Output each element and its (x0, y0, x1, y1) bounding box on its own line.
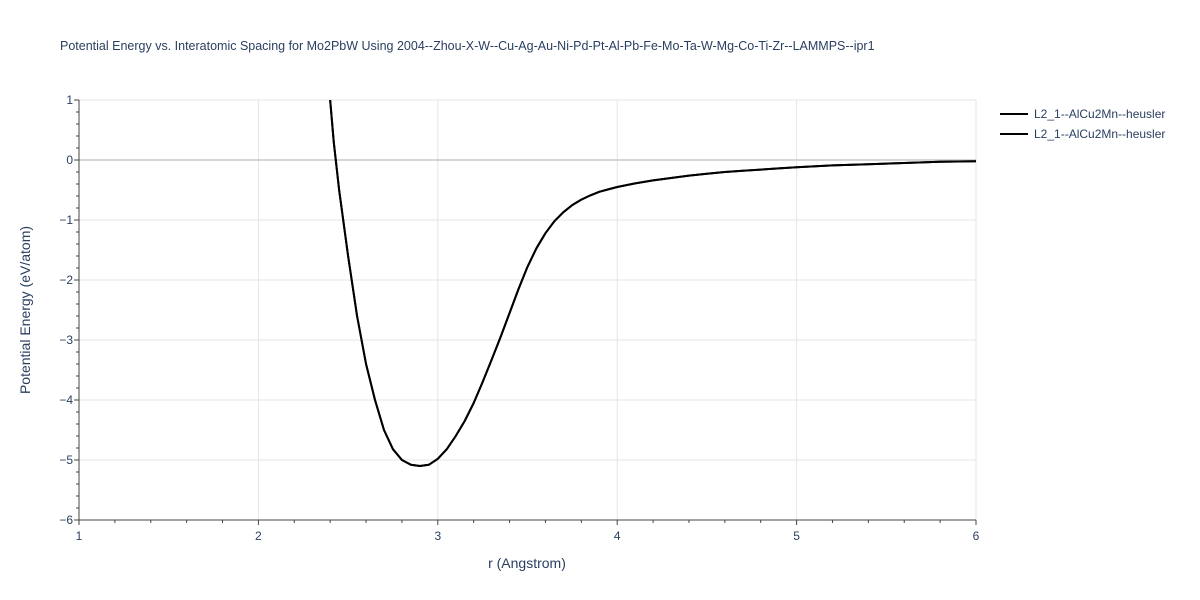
legend-item-1[interactable]: L2_1--AlCu2Mn--heusler (1000, 107, 1165, 121)
series-line-2 (329, 100, 976, 467)
legend-label: L2_1--AlCu2Mn--heusler (1034, 127, 1165, 141)
x-axis-title: r (Angstrom) (488, 555, 566, 571)
x-tick-label: 1 (76, 529, 83, 543)
x-tick-label: 2 (255, 529, 262, 543)
y-tick-label: −2 (59, 273, 73, 287)
legend-item-2[interactable]: L2_1--AlCu2Mn--heusler (1000, 127, 1165, 141)
x-tick-label: 3 (434, 529, 441, 543)
y-tick-label: −5 (59, 453, 73, 467)
y-tick-label: −1 (59, 213, 73, 227)
y-tick-label: 1 (66, 93, 73, 107)
series-line-1 (329, 100, 976, 467)
y-axis-title: Potential Energy (eV/atom) (17, 226, 33, 394)
x-tick-label: 4 (614, 529, 621, 543)
plot-area (329, 100, 976, 467)
legend-label: L2_1--AlCu2Mn--heusler (1034, 107, 1165, 121)
y-tick-label: −4 (59, 393, 73, 407)
axes (74, 99, 977, 525)
y-tick-label: −6 (59, 513, 73, 527)
grid (79, 99, 977, 520)
y-tick-label: 0 (66, 153, 73, 167)
chart-title: Potential Energy vs. Interatomic Spacing… (60, 39, 875, 53)
x-tick-label: 6 (973, 529, 980, 543)
y-tick-label: −3 (59, 333, 73, 347)
x-tick-label: 5 (793, 529, 800, 543)
x-tick-labels: 1 2 3 4 5 6 (76, 529, 980, 543)
y-tick-labels: −6 −5 −4 −3 −2 −1 0 1 (59, 93, 73, 527)
legend[interactable]: L2_1--AlCu2Mn--heusler L2_1--AlCu2Mn--heu… (1000, 107, 1165, 141)
